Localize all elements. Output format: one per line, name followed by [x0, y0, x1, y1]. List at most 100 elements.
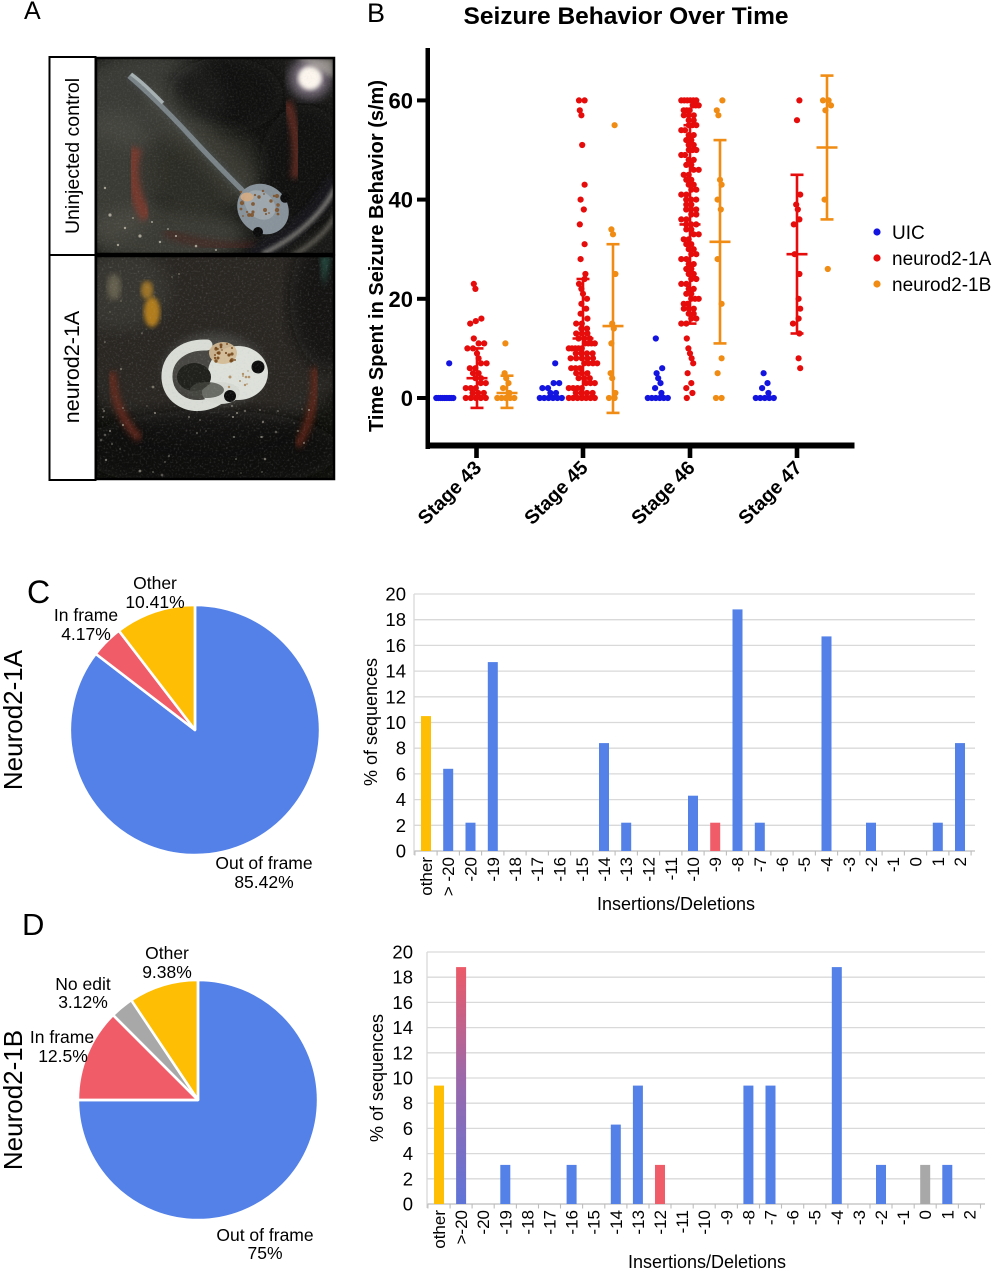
svg-text:-8: -8 [729, 857, 748, 872]
svg-text:0: 0 [403, 1194, 413, 1215]
svg-text:4: 4 [396, 789, 406, 810]
svg-text:Time Spent in Seizure Behavior: Time Spent in Seizure Behavior (s/m) [366, 80, 388, 432]
svg-text:Insertions/Deletions: Insertions/Deletions [628, 1252, 786, 1272]
svg-text:-14: -14 [595, 857, 614, 882]
svg-text:-18: -18 [506, 857, 525, 882]
svg-text:-16: -16 [563, 1210, 582, 1235]
svg-text:-2: -2 [862, 857, 881, 872]
svg-text:18: 18 [392, 967, 413, 988]
svg-text:-7: -7 [751, 857, 770, 872]
svg-text:60: 60 [389, 88, 413, 113]
svg-text:A: A [24, 0, 41, 25]
svg-text:9.38%: 9.38% [142, 962, 192, 982]
svg-text:75%: 75% [247, 1243, 282, 1263]
svg-text:Insertions/Deletions: Insertions/Deletions [597, 894, 755, 914]
svg-text:D: D [22, 907, 44, 942]
svg-text:-10: -10 [684, 857, 703, 882]
svg-text:% of sequences: % of sequences [367, 1014, 387, 1142]
svg-text:Neurod2-1B: Neurod2-1B [0, 1030, 28, 1170]
svg-text:-6: -6 [773, 857, 792, 872]
svg-text:0: 0 [916, 1210, 935, 1219]
svg-text:20: 20 [389, 287, 413, 312]
svg-text:-16: -16 [551, 857, 570, 882]
svg-text:-2: -2 [872, 1210, 891, 1225]
svg-text:-17: -17 [528, 857, 547, 882]
svg-text:-5: -5 [806, 1210, 825, 1225]
svg-text:40: 40 [389, 188, 413, 213]
svg-text:12: 12 [392, 1042, 413, 1063]
svg-text:-6: -6 [784, 1210, 803, 1225]
svg-text:1: 1 [938, 1210, 957, 1219]
svg-text:6: 6 [403, 1118, 413, 1139]
svg-text:10: 10 [385, 712, 406, 733]
svg-text:20: 20 [392, 942, 413, 963]
svg-text:4.17%: 4.17% [61, 624, 111, 644]
svg-text:-11: -11 [662, 857, 681, 880]
svg-text:0: 0 [401, 386, 413, 411]
svg-text:neurod2-1A: neurod2-1A [892, 249, 992, 270]
svg-text:12.5%: 12.5% [38, 1046, 88, 1066]
svg-text:16: 16 [385, 635, 406, 656]
svg-text:Other: Other [145, 943, 189, 963]
svg-text:-1: -1 [894, 1210, 913, 1225]
svg-text:-4: -4 [828, 1210, 847, 1225]
svg-text:UIC: UIC [892, 223, 925, 244]
svg-text:neurod2-1A: neurod2-1A [60, 310, 84, 423]
svg-text:-7: -7 [762, 1210, 781, 1225]
svg-text:Seizure Behavior Over Time: Seizure Behavior Over Time [464, 3, 789, 30]
svg-text:-8: -8 [739, 1210, 758, 1225]
svg-text:-11: -11 [673, 1210, 692, 1233]
svg-text:-3: -3 [840, 857, 859, 872]
svg-text:-17: -17 [541, 1210, 560, 1235]
svg-text:-18: -18 [518, 1210, 537, 1235]
svg-text:neurod2-1B: neurod2-1B [892, 275, 991, 296]
svg-text:6: 6 [396, 763, 406, 784]
svg-text:20: 20 [385, 584, 406, 605]
svg-text:-10: -10 [695, 1210, 714, 1235]
svg-text:3.12%: 3.12% [58, 992, 108, 1012]
svg-text:-19: -19 [496, 1210, 515, 1235]
svg-text:-14: -14 [607, 1210, 626, 1235]
svg-text:-19: -19 [484, 857, 503, 882]
svg-text:> -20: > -20 [439, 857, 458, 896]
svg-text:10: 10 [392, 1068, 413, 1089]
svg-text:-4: -4 [818, 857, 837, 872]
svg-text:8: 8 [403, 1093, 413, 1114]
svg-text:4: 4 [403, 1143, 413, 1164]
svg-text:-5: -5 [795, 857, 814, 872]
svg-text:-20: -20 [474, 1210, 493, 1235]
svg-text:C: C [27, 574, 50, 610]
svg-text:In frame: In frame [30, 1027, 94, 1047]
svg-text:-13: -13 [629, 1210, 648, 1235]
svg-text:Neurod2-1A: Neurod2-1A [0, 649, 28, 790]
svg-text:-9: -9 [717, 1210, 736, 1225]
svg-text:Out of frame: Out of frame [215, 853, 312, 873]
svg-text:other: other [430, 1210, 449, 1249]
svg-text:-9: -9 [706, 857, 725, 872]
svg-text:14: 14 [385, 661, 406, 682]
svg-text:16: 16 [392, 992, 413, 1013]
svg-text:0: 0 [907, 857, 926, 866]
svg-text:% of sequences: % of sequences [361, 658, 381, 786]
svg-text:8: 8 [396, 738, 406, 759]
svg-text:1: 1 [929, 857, 948, 866]
svg-text:Out of frame: Out of frame [216, 1225, 313, 1245]
svg-text:2: 2 [396, 815, 406, 836]
svg-text:Uninjected control: Uninjected control [62, 78, 84, 234]
svg-text:12: 12 [385, 686, 406, 707]
svg-text:In frame: In frame [54, 605, 118, 625]
svg-text:18: 18 [385, 609, 406, 630]
svg-text:-15: -15 [573, 857, 592, 882]
svg-text:2: 2 [951, 857, 970, 866]
svg-text:>-20: >-20 [452, 1210, 471, 1245]
svg-text:2: 2 [403, 1168, 413, 1189]
svg-text:-13: -13 [617, 857, 636, 882]
svg-text:No edit: No edit [55, 974, 111, 994]
svg-text:-15: -15 [585, 1210, 604, 1235]
svg-text:10.41%: 10.41% [125, 592, 184, 612]
svg-text:-20: -20 [462, 857, 481, 882]
svg-text:-12: -12 [640, 857, 659, 882]
svg-text:-12: -12 [651, 1210, 670, 1235]
svg-text:0: 0 [396, 841, 406, 862]
svg-text:B: B [367, 0, 385, 28]
